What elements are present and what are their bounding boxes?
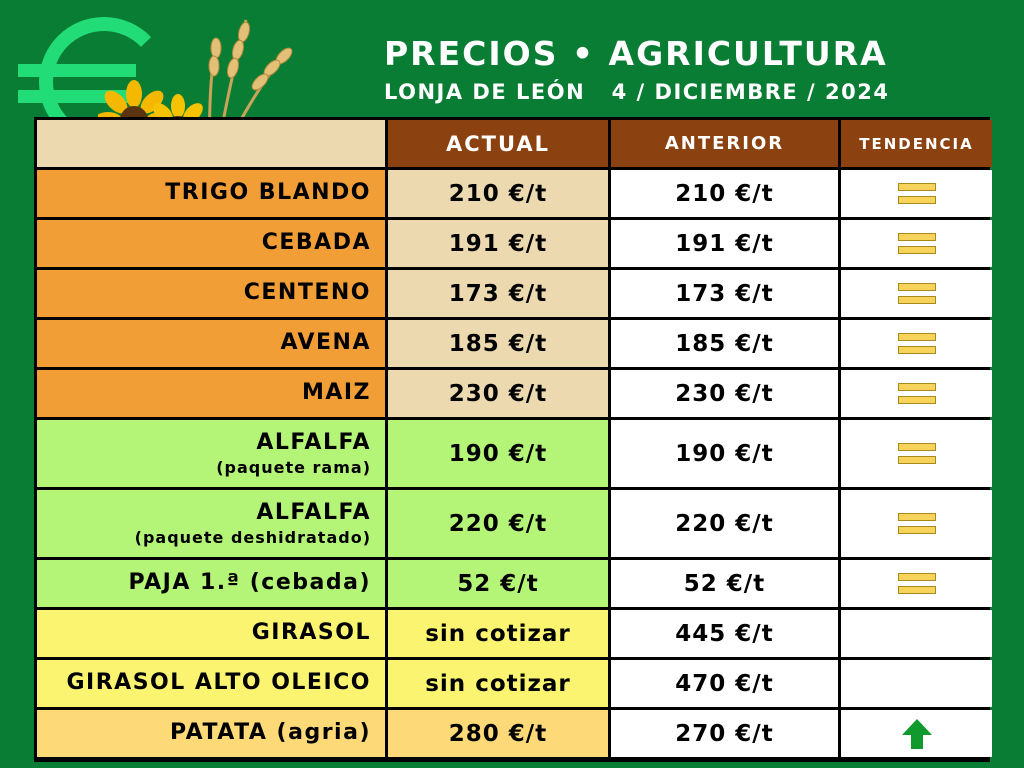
price-table: ACTUAL ANTERIOR TENDENCIA TRIGO BLANDO 2… bbox=[34, 117, 992, 762]
price-anterior: 270 €/t bbox=[611, 710, 838, 757]
trend-cell bbox=[841, 170, 992, 217]
equals-icon bbox=[897, 183, 936, 204]
price-anterior: 191 €/t bbox=[611, 220, 838, 267]
header-anterior: ANTERIOR bbox=[611, 120, 838, 167]
trend-cell bbox=[841, 220, 992, 267]
price-anterior: 470 €/t bbox=[611, 660, 838, 707]
product-name: CEBADA bbox=[37, 220, 385, 267]
price-actual: 185 €/t bbox=[388, 320, 608, 367]
trend-cell bbox=[841, 370, 992, 417]
trend-cell bbox=[841, 320, 992, 367]
price-anterior: 445 €/t bbox=[611, 610, 838, 657]
trend-cell bbox=[841, 660, 992, 707]
product-name-main: ALFALFA bbox=[256, 429, 371, 455]
trend-cell bbox=[841, 610, 992, 657]
page-title: PRECIOS • AGRICULTURA bbox=[384, 34, 888, 73]
price-actual: 52 €/t bbox=[388, 560, 608, 607]
price-actual: 280 €/t bbox=[388, 710, 608, 757]
price-anterior: 210 €/t bbox=[611, 170, 838, 217]
product-name: GIRASOL ALTO OLEICO bbox=[37, 660, 385, 707]
product-name: ALFALFA (paquete deshidratado) bbox=[37, 490, 385, 557]
arrow-up-icon bbox=[901, 718, 932, 749]
price-anterior: 190 €/t bbox=[611, 420, 838, 487]
equals-icon bbox=[897, 383, 936, 404]
price-actual: 191 €/t bbox=[388, 220, 608, 267]
price-anterior: 173 €/t bbox=[611, 270, 838, 317]
product-name: AVENA bbox=[37, 320, 385, 367]
price-actual: 220 €/t bbox=[388, 490, 608, 557]
price-anterior: 52 €/t bbox=[611, 560, 838, 607]
product-name: TRIGO BLANDO bbox=[37, 170, 385, 217]
equals-icon bbox=[897, 443, 936, 464]
equals-icon bbox=[897, 233, 936, 254]
header-blank-cell bbox=[37, 120, 385, 167]
price-actual: 173 €/t bbox=[388, 270, 608, 317]
price-anterior: 230 €/t bbox=[611, 370, 838, 417]
price-actual: sin cotizar bbox=[388, 610, 608, 657]
equals-icon bbox=[897, 283, 936, 304]
product-name: ALFALFA (paquete rama) bbox=[37, 420, 385, 487]
product-name: GIRASOL bbox=[37, 610, 385, 657]
price-anterior: 220 €/t bbox=[611, 490, 838, 557]
product-name-main: ALFALFA bbox=[256, 499, 371, 525]
trend-cell bbox=[841, 270, 992, 317]
price-anterior: 185 €/t bbox=[611, 320, 838, 367]
header-tendencia: TENDENCIA bbox=[841, 120, 992, 167]
trend-cell bbox=[841, 420, 992, 487]
product-name: MAIZ bbox=[37, 370, 385, 417]
equals-icon bbox=[897, 573, 936, 594]
price-actual: 190 €/t bbox=[388, 420, 608, 487]
trend-cell bbox=[841, 710, 992, 757]
product-name-detail: (paquete rama) bbox=[216, 457, 371, 477]
trend-cell bbox=[841, 560, 992, 607]
page-subtitle: LONJA DE LEÓN 4 / DICIEMBRE / 2024 bbox=[384, 80, 890, 104]
product-name: PAJA 1.ª (cebada) bbox=[37, 560, 385, 607]
product-name-detail: (paquete deshidratado) bbox=[134, 527, 371, 547]
equals-icon bbox=[897, 513, 936, 534]
header-actual: ACTUAL bbox=[388, 120, 608, 167]
product-name: CENTENO bbox=[37, 270, 385, 317]
price-actual: 210 €/t bbox=[388, 170, 608, 217]
trend-cell bbox=[841, 490, 992, 557]
price-actual: sin cotizar bbox=[388, 660, 608, 707]
product-name: PATATA (agria) bbox=[37, 710, 385, 757]
equals-icon bbox=[897, 333, 936, 354]
price-actual: 230 €/t bbox=[388, 370, 608, 417]
